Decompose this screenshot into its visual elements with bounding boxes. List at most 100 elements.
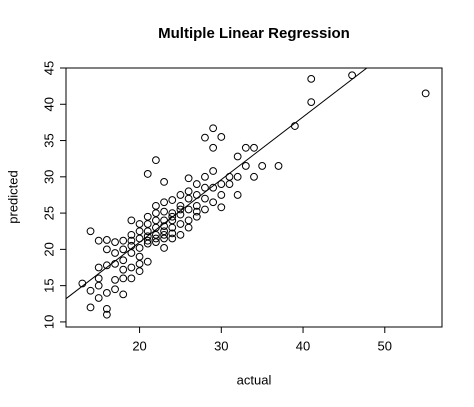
point <box>160 207 168 216</box>
point <box>111 285 119 294</box>
point <box>160 227 168 236</box>
point <box>135 259 144 268</box>
y-tick-label: 15 <box>41 278 56 292</box>
point <box>233 152 242 161</box>
point <box>152 234 160 243</box>
point <box>94 263 103 272</box>
point <box>192 207 201 216</box>
point <box>168 234 177 243</box>
point <box>119 274 128 283</box>
point <box>209 167 218 175</box>
point <box>250 143 258 152</box>
point <box>102 304 111 313</box>
point <box>233 172 242 181</box>
point <box>160 244 168 252</box>
point <box>192 180 201 188</box>
point <box>127 274 136 283</box>
point <box>94 281 103 290</box>
point <box>143 257 152 266</box>
point <box>168 196 177 204</box>
point <box>184 194 193 203</box>
point <box>209 143 218 152</box>
point <box>250 172 258 181</box>
point <box>348 71 356 80</box>
point <box>135 267 144 276</box>
point <box>143 170 152 178</box>
point <box>176 205 185 214</box>
point <box>111 275 119 284</box>
point <box>119 236 128 245</box>
point <box>160 178 168 186</box>
point <box>143 212 152 221</box>
point <box>135 227 144 236</box>
point <box>201 172 209 181</box>
point <box>241 162 250 170</box>
point <box>152 156 160 165</box>
point <box>209 124 218 133</box>
x-tick-label: 40 <box>296 338 310 353</box>
x-tick-label: 50 <box>378 338 392 353</box>
point <box>176 201 185 210</box>
point <box>127 230 136 239</box>
point <box>307 98 316 106</box>
point <box>119 256 128 265</box>
point <box>152 216 160 225</box>
point <box>135 252 144 261</box>
point <box>192 201 201 210</box>
x-axis-label: actual <box>237 372 272 387</box>
point <box>94 294 103 302</box>
y-tick-label: 30 <box>41 170 56 184</box>
point <box>119 290 128 299</box>
point <box>184 174 193 183</box>
point <box>94 236 103 245</box>
x-tick-label: 30 <box>214 338 228 353</box>
point <box>307 74 316 83</box>
point <box>127 216 136 225</box>
point <box>225 172 234 181</box>
point <box>152 209 160 217</box>
point <box>111 249 119 257</box>
point <box>258 162 267 170</box>
point <box>143 236 152 245</box>
y-tick-label: 45 <box>41 61 56 75</box>
point <box>86 286 95 295</box>
point <box>86 227 95 236</box>
point <box>160 198 168 207</box>
point <box>201 205 209 214</box>
point <box>217 180 226 188</box>
y-axis-label: predicted <box>5 170 20 223</box>
point <box>201 133 209 142</box>
point <box>168 212 177 221</box>
point <box>241 143 250 152</box>
y-tick-label: 25 <box>41 206 56 220</box>
y-tick-label: 10 <box>41 315 56 329</box>
point <box>135 220 144 228</box>
point <box>176 230 185 239</box>
point <box>102 245 111 254</box>
point <box>192 191 201 199</box>
point <box>119 245 128 254</box>
point <box>209 183 218 192</box>
point <box>127 263 136 272</box>
point <box>184 187 193 196</box>
point <box>176 191 185 199</box>
point <box>111 238 119 247</box>
point <box>217 133 226 141</box>
point <box>233 191 242 199</box>
point <box>217 191 226 199</box>
point <box>119 265 128 274</box>
point <box>176 220 185 228</box>
point <box>192 212 201 221</box>
point <box>201 194 209 203</box>
point <box>102 289 111 297</box>
x-tick-label: 20 <box>132 338 146 353</box>
point <box>184 216 193 225</box>
point <box>86 303 95 312</box>
point <box>421 89 430 98</box>
point <box>225 180 234 188</box>
point <box>184 223 193 232</box>
point <box>184 205 193 214</box>
point <box>209 198 218 207</box>
fit-line <box>66 68 368 300</box>
